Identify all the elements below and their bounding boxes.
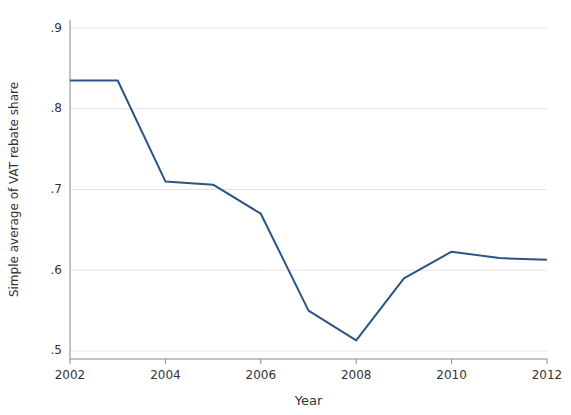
x-tick <box>451 359 452 364</box>
x-tick <box>70 359 71 364</box>
x-axis-line <box>70 359 547 360</box>
y-tick-label: .5 <box>51 343 62 357</box>
axes: .5 .6 .7 .8 .9 2002 2004 2006 2008 2010 2012 <box>51 20 563 382</box>
y-tick-label: .6 <box>51 263 62 277</box>
grid-line <box>70 189 547 190</box>
x-tick-label: 2006 <box>246 368 277 382</box>
y-tick-label: .9 <box>51 21 62 35</box>
y-axis-label: Simple average of VAT rebate share <box>7 82 21 297</box>
plot-area <box>70 81 547 341</box>
grid-line <box>70 108 547 109</box>
data-line <box>70 81 547 341</box>
y-axis-line <box>70 20 71 359</box>
y-tick-label: .7 <box>51 182 62 196</box>
x-tick <box>547 359 548 364</box>
grid <box>70 28 547 351</box>
x-tick-label: 2010 <box>436 368 467 382</box>
x-tick-label: 2004 <box>150 368 181 382</box>
chart-svg: .5 .6 .7 .8 .9 2002 2004 2006 2008 2010 2012 Year Si… <box>0 0 571 415</box>
x-tick-label: 2008 <box>341 368 372 382</box>
y-tick-label: .8 <box>51 101 62 115</box>
chart-container: .5 .6 .7 .8 .9 2002 2004 2006 2008 2010 2012 Year Si… <box>0 0 571 415</box>
grid-line <box>70 28 547 29</box>
x-axis-label: Year <box>294 393 323 408</box>
x-tick <box>165 359 166 364</box>
x-tick-label: 2012 <box>532 368 563 382</box>
x-tick <box>260 359 261 364</box>
grid-line <box>70 350 547 351</box>
x-tick-label: 2002 <box>55 368 86 382</box>
grid-line <box>70 270 547 271</box>
x-tick <box>356 359 357 364</box>
